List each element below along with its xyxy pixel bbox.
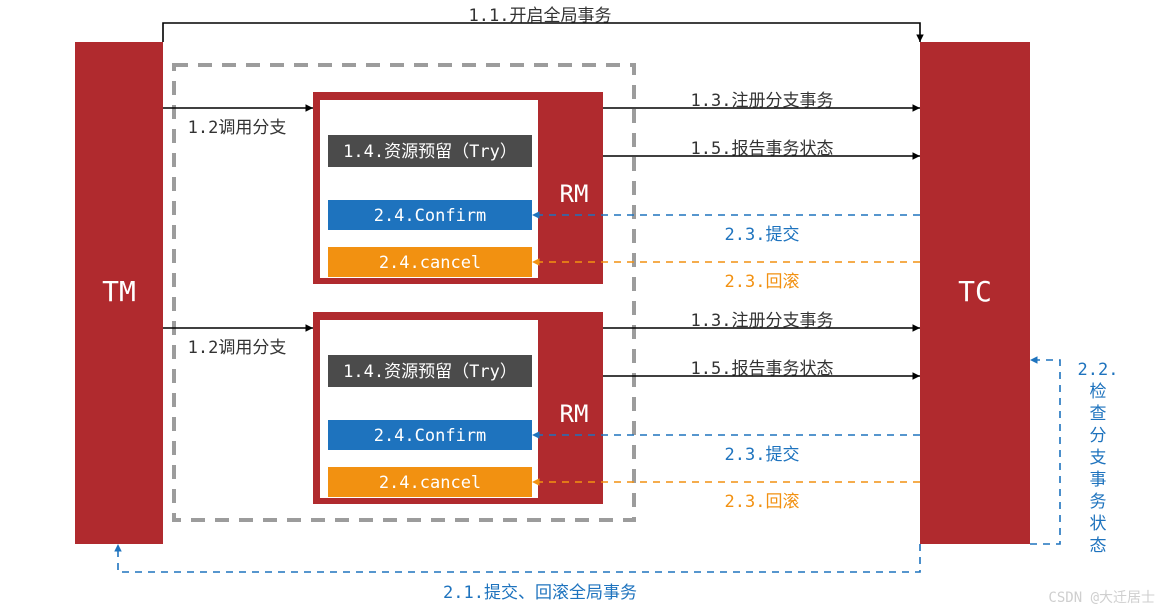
rm2_confirm-bar: 2.4.Confirm [328, 420, 532, 450]
arrow-a_2_3_canc_b-label: 2.3.回滚 [725, 492, 800, 512]
arrow-a_2_1-label: 2.1.提交、回滚全局事务 [443, 583, 637, 603]
arrow-a_1_3b-label: 1.3.注册分支事务 [691, 311, 834, 331]
rm2_cancel-bar: 2.4.cancel [328, 467, 532, 497]
rm2_try-bar: 1.4.资源预留（Try） [328, 355, 532, 387]
arrow-a_1_3a-label: 1.3.注册分支事务 [691, 91, 834, 111]
rm2_confirm-label: 2.4.Confirm [374, 426, 487, 446]
side-2-2-line-6: 务 [1090, 492, 1107, 512]
watermark: CSDN @大迁居士 [1048, 590, 1155, 606]
rm1_confirm-label: 2.4.Confirm [374, 206, 487, 226]
side-2-2-line-7: 状 [1090, 514, 1107, 534]
rm1_cancel-label: 2.4.cancel [379, 253, 481, 273]
arrow-a_1_5b-label: 1.5.报告事务状态 [691, 359, 834, 379]
arrow-a_2_3_canc_a-label: 2.3.回滚 [725, 272, 800, 292]
rm1_try-label: 1.4.资源预留（Try） [343, 142, 517, 162]
tm-label: TM [102, 275, 136, 308]
rm1_try-bar: 1.4.资源预留（Try） [328, 135, 532, 167]
rm1_cancel-bar: 2.4.cancel [328, 247, 532, 277]
side-2-2-line-5: 事 [1090, 470, 1107, 490]
tm-box: TM [75, 42, 163, 544]
side-2-2-line-8: 态 [1090, 536, 1107, 556]
side-2-2-line-0: 2.2. [1078, 360, 1119, 380]
arrow-a_1_2b-label: 1.2调用分支 [188, 338, 287, 358]
side-2-2-line-4: 支 [1090, 448, 1107, 468]
tc-label: TC [958, 275, 992, 308]
rm2_cancel-label: 2.4.cancel [379, 473, 481, 493]
arrow-a_2_3_conf_a-label: 2.3.提交 [725, 225, 800, 245]
rm2_try-label: 1.4.资源预留（Try） [343, 362, 517, 382]
arrow-a_2_3_conf_b-label: 2.3.提交 [725, 445, 800, 465]
tc-box: TC [920, 42, 1030, 544]
rm2-label: RM [560, 400, 589, 428]
rm1-label: RM [560, 180, 589, 208]
side-2-2-line-3: 分 [1090, 426, 1107, 446]
side-2-2-line-1: 检 [1090, 382, 1107, 402]
arrow-a_1_5a-label: 1.5.报告事务状态 [691, 139, 834, 159]
side-2-2-line-2: 查 [1090, 404, 1107, 424]
arrow-a_1_1-label: 1.1.开启全局事务 [469, 6, 612, 26]
rm1_confirm-bar: 2.4.Confirm [328, 200, 532, 230]
arrow-a_1_2a-label: 1.2调用分支 [188, 118, 287, 138]
